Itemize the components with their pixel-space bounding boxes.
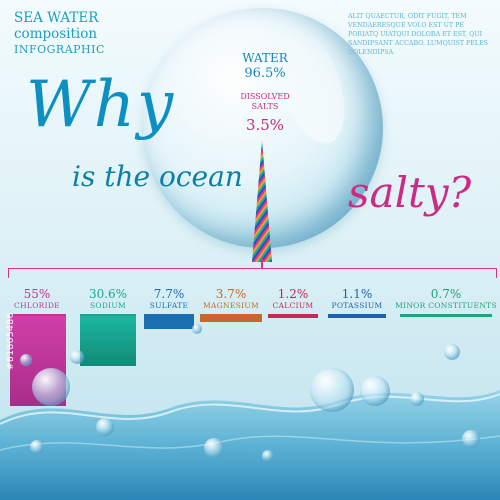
component-name: MINOR CONSTITUENTS <box>395 301 497 310</box>
component-name: MAGNESIUM <box>203 301 259 310</box>
salt-spike-icon <box>252 140 272 262</box>
component-value: 3.7% <box>215 287 247 301</box>
bracket-stem <box>261 258 263 269</box>
component-sulfate: 7.7% SULFATE <box>144 288 194 314</box>
component-calcium: 1.2% CALCIUM <box>266 288 320 314</box>
component-name: SODIUM <box>89 301 127 310</box>
magnesium-underline <box>200 314 262 316</box>
component-value: 1.1% <box>341 287 373 301</box>
component-chloride: 55% CHLORIDE <box>8 288 66 314</box>
headline-why: Why <box>26 68 176 142</box>
water-wave <box>0 390 500 500</box>
headline-salty: salty? <box>348 168 472 217</box>
sulfate-bar <box>144 316 194 329</box>
bubble-decoration <box>204 438 224 458</box>
title-line-1: SEA WATER <box>14 10 99 26</box>
salts-label: DISSOLVED SALTS <box>240 92 290 111</box>
component-value: 1.2% <box>277 287 309 301</box>
bubble-decoration <box>192 324 202 334</box>
title-line-2: composition <box>14 26 98 42</box>
bubble-decoration <box>20 354 32 366</box>
component-sodium: 30.6% SODIUM <box>76 288 140 314</box>
potassium-bar <box>328 316 386 318</box>
component-name: CHLORIDE <box>14 301 60 310</box>
composition-bracket <box>8 268 497 278</box>
bubble-decoration <box>462 430 480 448</box>
calcium-underline <box>268 314 318 316</box>
sodium-bar <box>80 316 136 366</box>
component-value: 7.7% <box>153 287 185 301</box>
water-value: 96.5% <box>244 66 286 81</box>
bubble-decoration <box>310 368 354 412</box>
lorem-paragraph: Alit quaectur, odit fugit, tem vendaeres… <box>348 13 488 56</box>
component-name: SULFATE <box>149 301 189 310</box>
bubble-decoration <box>262 450 274 462</box>
component-value: 30.6% <box>88 287 128 301</box>
component-minor-constituents: 0.7% MINOR CONSTITUENTS <box>394 288 498 314</box>
component-name: POTASSIUM <box>331 301 383 310</box>
minor-bar <box>400 316 492 317</box>
bubble-decoration <box>96 418 114 436</box>
magnesium-bar <box>200 316 262 322</box>
salts-value: 3.5% <box>245 116 285 134</box>
minor-underline <box>400 314 492 316</box>
component-potassium: 1.1% POTASSIUM <box>324 288 390 314</box>
bubble-decoration <box>444 344 460 360</box>
component-value: 55% <box>23 287 51 301</box>
bubble-decoration <box>360 376 390 406</box>
potassium-underline <box>328 314 386 316</box>
calcium-bar <box>268 316 318 318</box>
bubble-decoration <box>32 368 70 406</box>
chloride-underline <box>10 314 66 316</box>
water-label: WATER <box>242 51 288 65</box>
headline-ocean: is the ocean <box>72 160 243 193</box>
bubble-decoration <box>410 392 424 406</box>
stock-watermark: #81805486 <box>6 312 16 370</box>
component-magnesium: 3.7% MAGNESIUM <box>198 288 264 314</box>
infographic-title: SEA WATER composition INFOGRAPHIC <box>14 10 164 58</box>
bubble-decoration <box>70 350 84 364</box>
sodium-underline <box>80 314 136 316</box>
sulfate-underline <box>144 314 194 316</box>
component-value: 0.7% <box>430 287 462 301</box>
title-line-3: INFOGRAPHIC <box>14 43 105 56</box>
bubble-decoration <box>30 440 44 454</box>
component-name: CALCIUM <box>272 301 314 310</box>
